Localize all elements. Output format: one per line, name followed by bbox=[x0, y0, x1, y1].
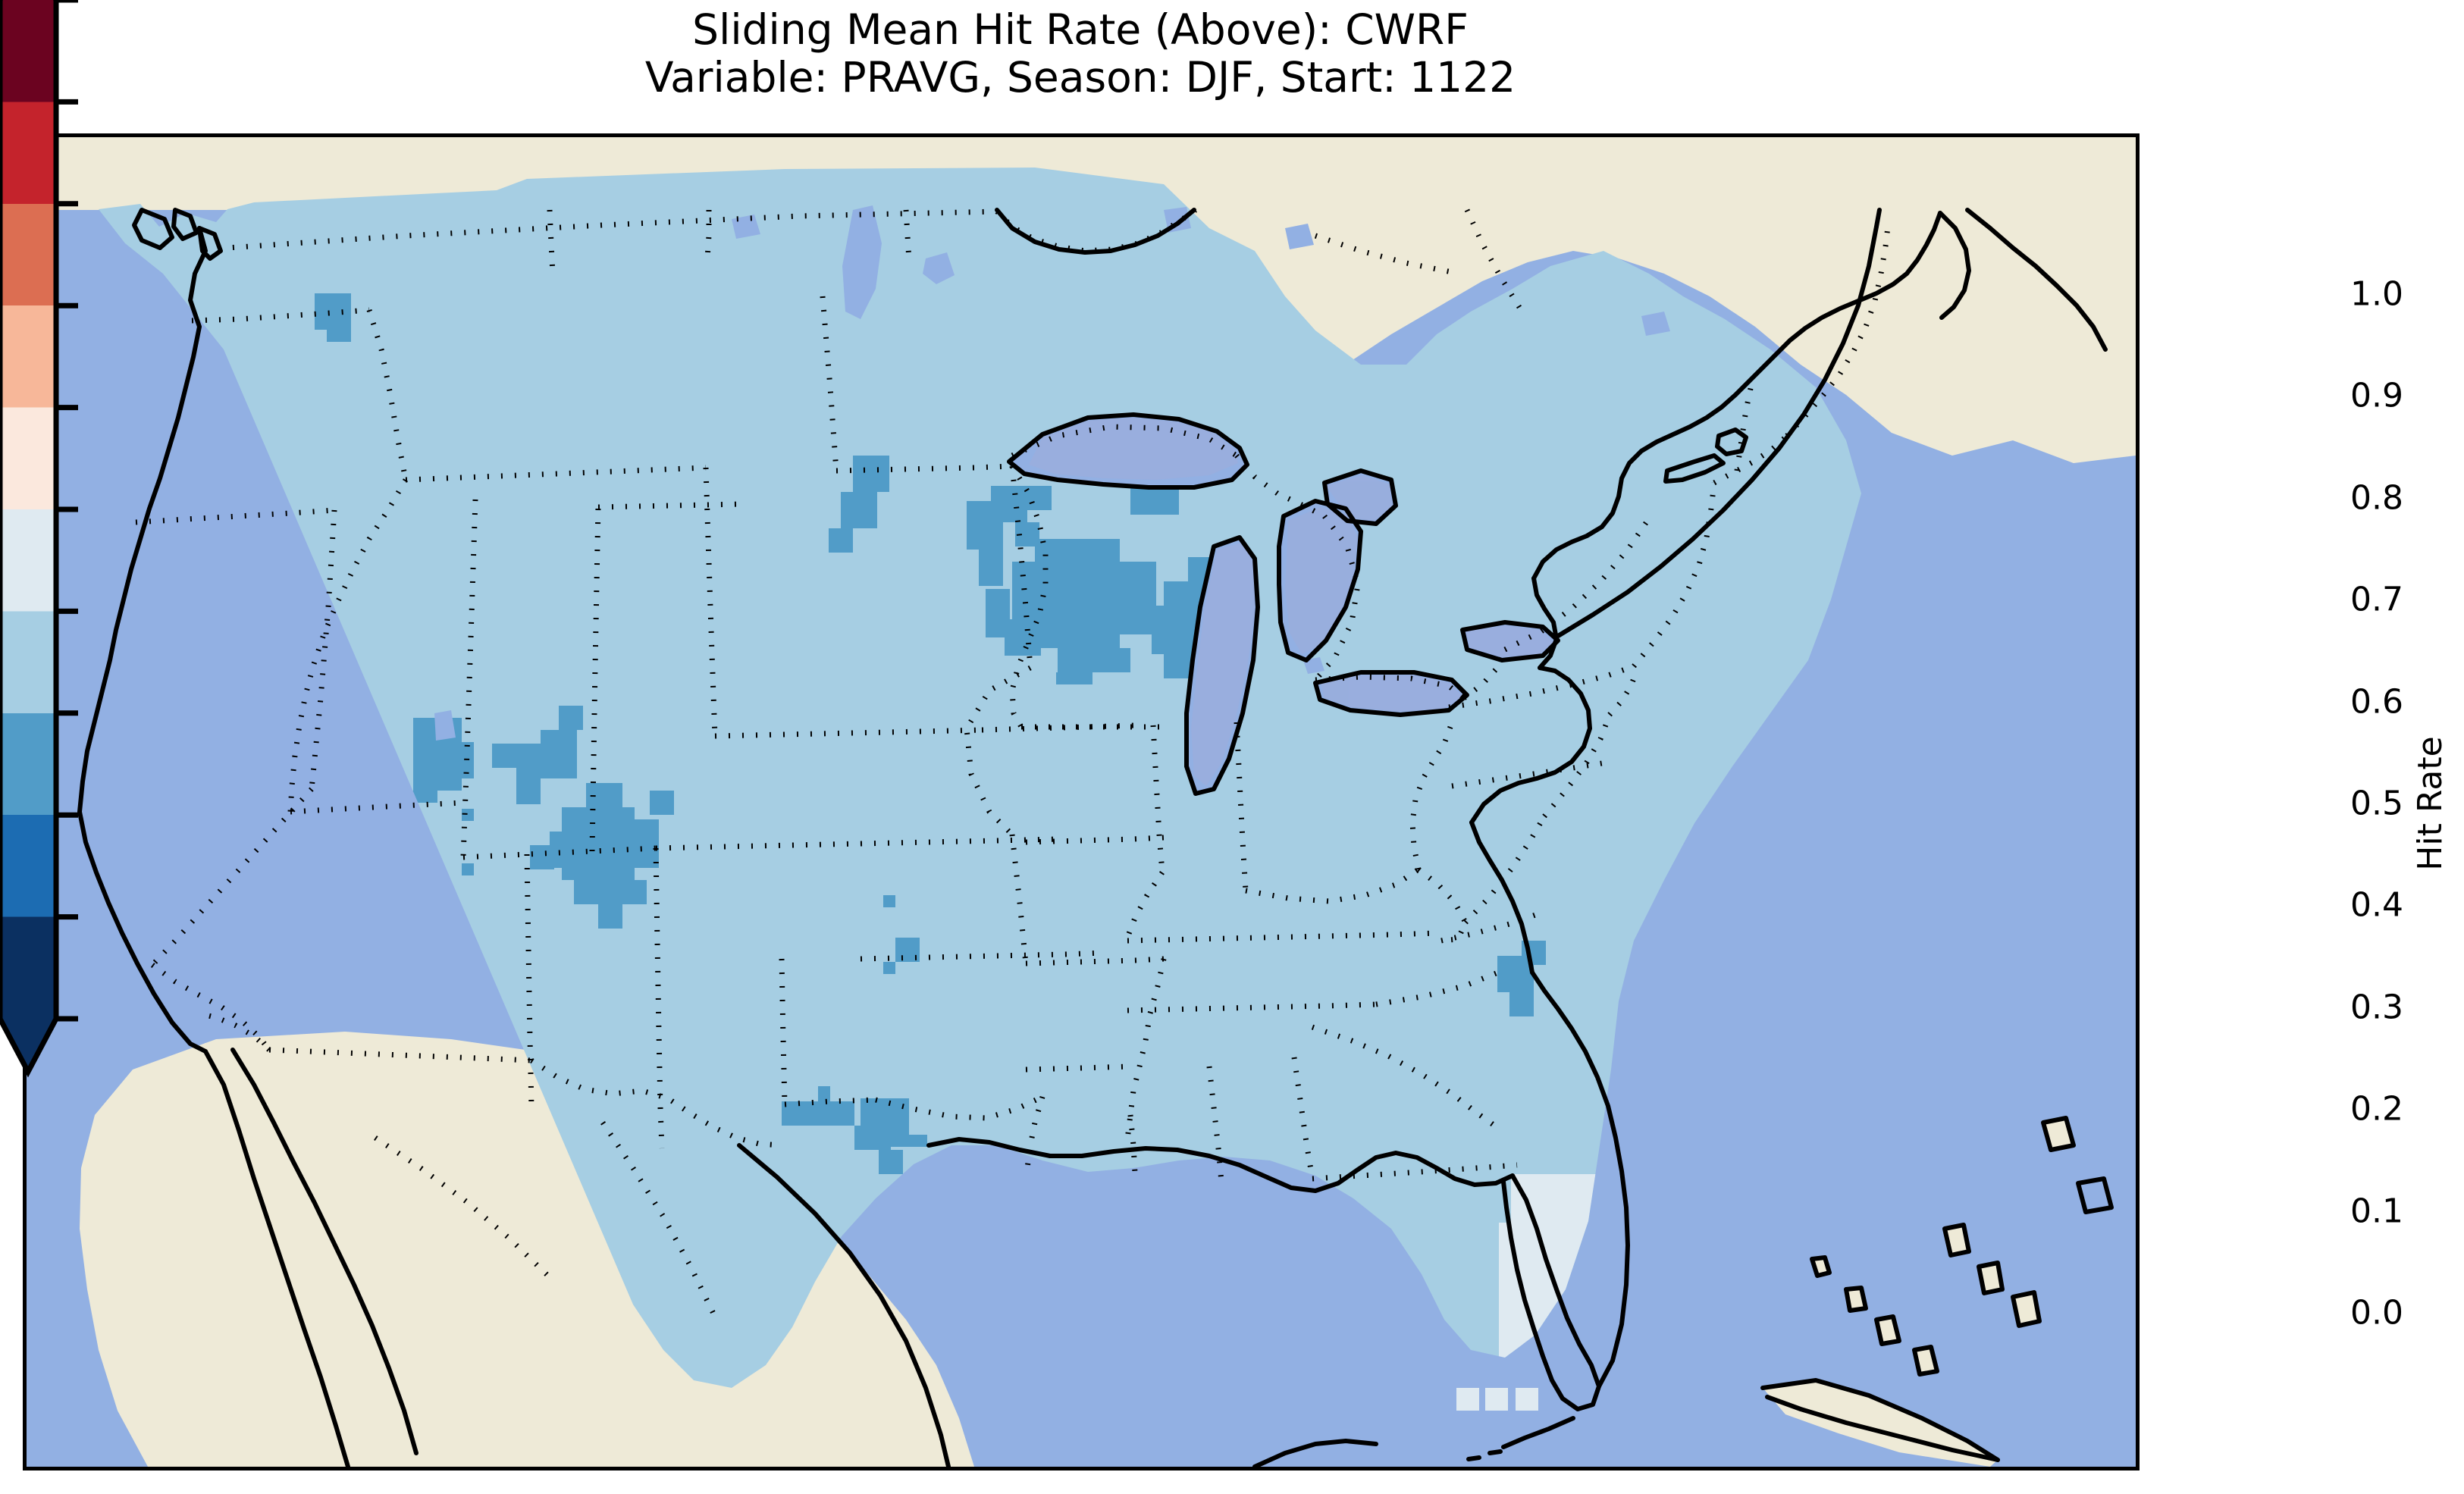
cb-tick-label-0.7: 0.7 bbox=[2350, 580, 2403, 619]
cb-tick-label-0.0: 0.0 bbox=[2350, 1293, 2403, 1333]
cb-tick-label-0.5: 0.5 bbox=[2350, 784, 2403, 823]
cb-ticks bbox=[56, 0, 78, 1022]
colorbar-axis-label: Hit Rate bbox=[2411, 736, 2450, 871]
cb-tick-label-0.4: 0.4 bbox=[2350, 885, 2403, 925]
coastlines bbox=[77, 208, 2114, 1467]
great-lakes-overlay bbox=[1029, 418, 1553, 786]
cb-tick-label-0.2: 0.2 bbox=[2350, 1089, 2403, 1129]
cb-band-0.2-0.3 bbox=[0, 713, 56, 816]
cb-band-0.3-0.4 bbox=[0, 611, 56, 713]
keys-data-cells bbox=[1456, 1388, 1538, 1411]
cb-tick-label-0.3: 0.3 bbox=[2350, 988, 2403, 1027]
cb-under-arrow bbox=[0, 1019, 56, 1072]
cb-tick-label-0.1: 0.1 bbox=[2350, 1192, 2403, 1231]
cb-band-0.0-0.1 bbox=[0, 916, 56, 1019]
title-line-1: Sliding Mean Hit Rate (Above): CWRF bbox=[692, 5, 1469, 54]
colorbar-svg bbox=[0, 0, 78, 1078]
figure-title: Sliding Mean Hit Rate (Above): CWRF Vari… bbox=[0, 6, 2161, 102]
cb-band-0.6-0.7 bbox=[0, 305, 56, 408]
cb-tick-label-0.8: 0.8 bbox=[2350, 478, 2403, 518]
cb-band-0.4-0.5 bbox=[0, 509, 56, 612]
state-borders bbox=[135, 208, 1892, 1318]
cb-band-0.9-1.0 bbox=[0, 0, 56, 102]
cb-tick-label-1.0: 1.0 bbox=[2350, 274, 2403, 314]
map-axes bbox=[23, 133, 2140, 1471]
data-bin-0.2-0.3 bbox=[99, 293, 1546, 1174]
cb-tick-label-0.6: 0.6 bbox=[2350, 682, 2403, 722]
title-line-2: Variable: PRAVG, Season: DJF, Start: 112… bbox=[644, 53, 1516, 102]
cb-band-0.8-0.9 bbox=[0, 102, 56, 204]
cb-band-0.1-0.2 bbox=[0, 815, 56, 917]
map-canvas bbox=[27, 137, 2136, 1467]
cb-tick-label-0.9: 0.9 bbox=[2350, 376, 2403, 415]
cb-band-0.7-0.8 bbox=[0, 203, 56, 306]
cb-band-0.5-0.6 bbox=[0, 407, 56, 509]
